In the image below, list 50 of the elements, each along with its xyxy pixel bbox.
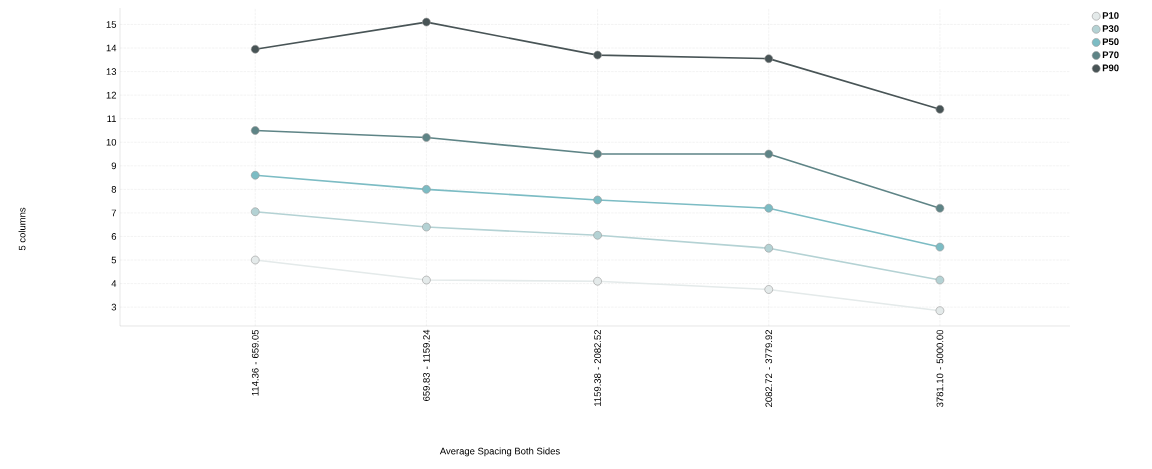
legend-label: P50 (1102, 38, 1119, 46)
y-tick-label: 13 (106, 68, 117, 75)
point (764, 285, 774, 294)
y-tick-label: 3 (111, 303, 117, 311)
point (250, 170, 260, 180)
y-tick-label: 15 (106, 21, 117, 28)
point (422, 17, 431, 27)
point (593, 195, 602, 205)
y-tick-label: 10 (106, 138, 117, 146)
point (935, 306, 945, 315)
y-tick-label: 12 (106, 91, 117, 99)
y-tick-label: 7 (111, 209, 117, 217)
point (593, 50, 602, 60)
point (764, 149, 774, 159)
x-tick-label: 1159.38 - 2082.52 (594, 329, 601, 406)
y-tick-label: 14 (106, 44, 117, 52)
point (250, 255, 260, 265)
y-tick-label: 9 (111, 162, 117, 170)
y-tick-label: 5 (111, 256, 117, 264)
legend-label: P70 (1102, 51, 1119, 59)
point (250, 126, 260, 135)
point (250, 207, 260, 217)
y-tick-label: 8 (111, 186, 117, 193)
y-tick-label: 4 (111, 280, 117, 287)
x-tick-label: 114.36 - 659.05 (251, 329, 259, 396)
point (935, 203, 945, 213)
point (422, 275, 431, 285)
point (422, 222, 431, 232)
point (593, 276, 602, 286)
point (593, 231, 602, 240)
point (764, 243, 774, 253)
point (935, 275, 945, 285)
x-tick-label: 659.83 - 1159.24 (423, 329, 430, 401)
point (935, 104, 945, 114)
y-tick-label: 6 (111, 233, 117, 240)
y-tick-label: 11 (107, 115, 117, 122)
point (764, 54, 774, 63)
legend-label: P90 (1102, 64, 1119, 72)
point (764, 203, 774, 213)
point (935, 242, 945, 252)
x-tick-label: 3781.10 - 5000.00 (936, 329, 944, 408)
point (250, 44, 260, 54)
legend-label: P10 (1102, 12, 1119, 19)
x-tick-label: 2082.72 - 3779.92 (765, 329, 773, 407)
point (593, 149, 602, 159)
point (422, 133, 431, 142)
x-axis-title: Average Spacing Both Sides (439, 447, 560, 457)
text: 5 columns (18, 207, 26, 251)
legend-label: P30 (1102, 25, 1119, 32)
point (422, 185, 431, 194)
